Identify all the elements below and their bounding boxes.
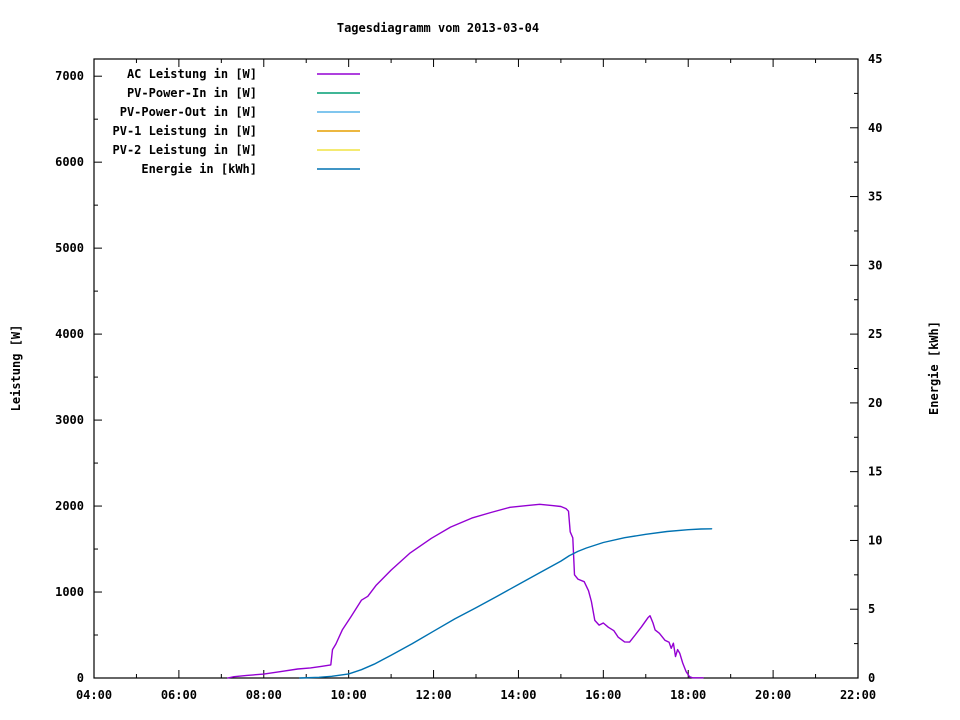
y-left-tick-label: 6000 — [55, 155, 84, 169]
y-right-tick-label: 0 — [868, 671, 875, 685]
y-right-tick-label: 10 — [868, 533, 882, 547]
curve-energie-in-kwh — [299, 528, 713, 679]
x-axis-tick-label: 06:00 — [161, 688, 197, 702]
y-right-tick-label: 30 — [868, 258, 882, 272]
y-left-axis-title: Leistung [W] — [9, 325, 23, 412]
y-right-axis-title: Energie [kWh] — [927, 321, 941, 415]
curve-ac-leistung-in-w — [226, 503, 704, 679]
y-right-tick-label: 35 — [868, 190, 882, 204]
x-axis-tick-label: 20:00 — [755, 688, 791, 702]
y-right-tick-label: 40 — [868, 121, 882, 135]
legend-label: PV-2 Leistung in [W] — [113, 143, 258, 157]
legend-label: PV-Power-In in [W] — [127, 86, 257, 100]
y-left-tick-label: 5000 — [55, 241, 84, 255]
x-axis-tick-label: 16:00 — [585, 688, 621, 702]
chart-title: Tagesdiagramm vom 2013-03-04 — [337, 21, 539, 35]
legend-row: PV-2 Leistung in [W] — [113, 143, 360, 157]
plot-border-box — [93, 58, 859, 679]
legend: AC Leistung in [W] PV-Power-In in [W] PV-P… — [113, 67, 360, 176]
x-axis-tick-label: 08:00 — [246, 688, 282, 702]
y-right-tick-label: 25 — [868, 327, 882, 341]
axis-tick-labels: 04:00 06:00 08:00 10:00 12:00 14:00 16:00 18:00… — [55, 52, 882, 702]
y-left-tick-label: 7000 — [55, 69, 84, 83]
legend-label: PV-1 Leistung in [W] — [113, 124, 258, 138]
legend-label: PV-Power-Out in [W] — [120, 105, 257, 119]
y-left-tick-label: 1000 — [55, 585, 84, 599]
x-axis-tick-label: 12:00 — [415, 688, 451, 702]
plot-border — [93, 58, 859, 679]
x-axis-tick-label: 22:00 — [840, 688, 876, 702]
y-left-tick-label: 0 — [77, 671, 84, 685]
x-axis-tick-label: 04:00 — [76, 688, 112, 702]
x-axis-tick-label: 18:00 — [670, 688, 706, 702]
y-right-tick-label: 5 — [868, 602, 875, 616]
y-right-tick-label: 15 — [868, 465, 882, 479]
legend-row: PV-Power-In in [W] — [127, 86, 360, 100]
legend-label: AC Leistung in [W] — [127, 67, 257, 81]
x-axis-tick-label: 10:00 — [331, 688, 367, 702]
y-left-tick-label: 4000 — [55, 327, 84, 341]
y-right-tick-label: 20 — [868, 396, 882, 410]
legend-row: Energie in [kWh] — [141, 162, 360, 176]
y-right-tick-label: 45 — [868, 52, 882, 66]
data-curves — [226, 503, 713, 679]
legend-label: Energie in [kWh] — [141, 162, 257, 176]
y-left-tick-label: 2000 — [55, 499, 84, 513]
legend-row: PV-1 Leistung in [W] — [113, 124, 360, 138]
legend-row: PV-Power-Out in [W] — [120, 105, 360, 119]
y-left-tick-label: 3000 — [55, 413, 84, 427]
legend-row: AC Leistung in [W] — [127, 67, 360, 81]
x-axis-tick-label: 14:00 — [500, 688, 536, 702]
